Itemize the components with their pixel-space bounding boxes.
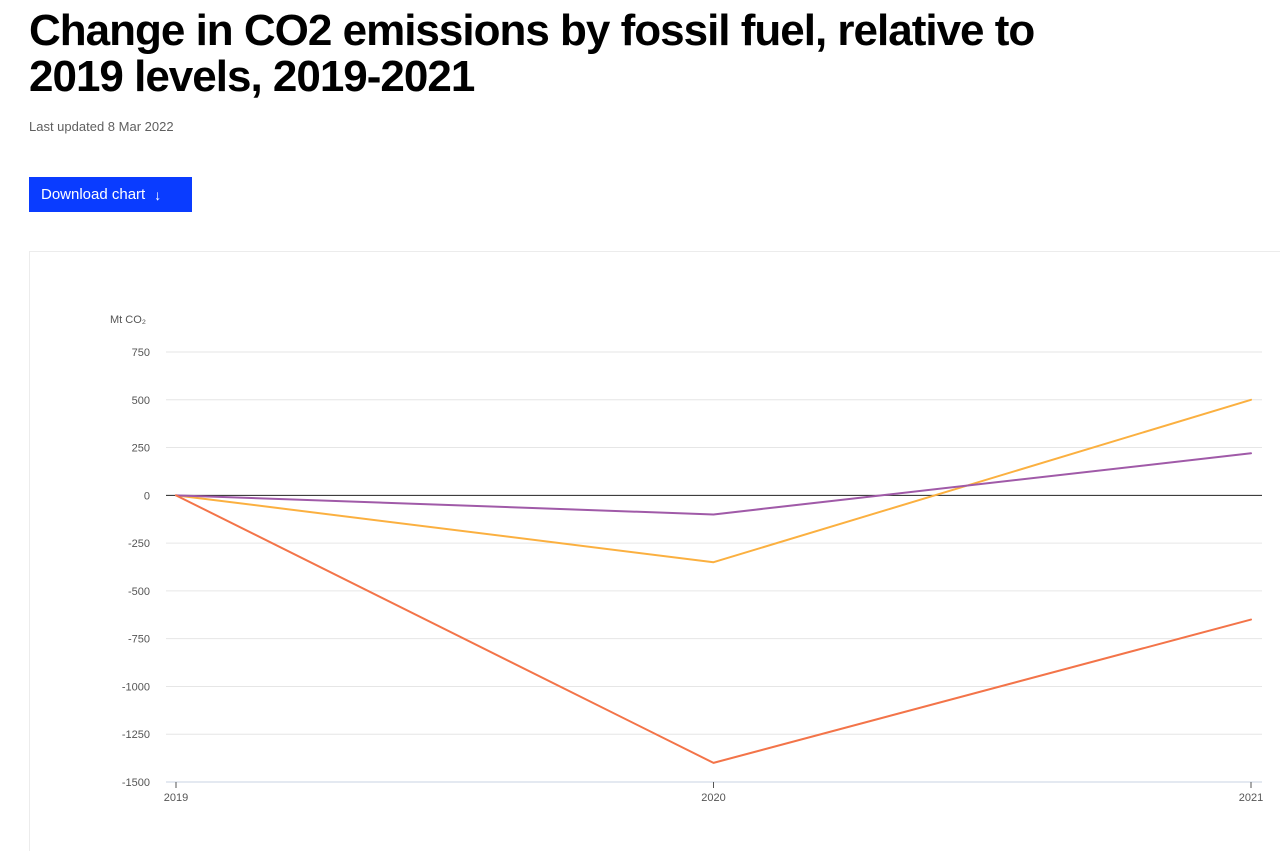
x-tick-label: 2020 [701, 792, 725, 804]
line-chart: Mt CO₂ 750 500 250 0 -250 -500 -750 -1000 -1250 -… [110, 314, 1263, 804]
y-tick-label: -750 [128, 634, 150, 646]
y-tick-label: -1000 [122, 681, 150, 693]
download-chart-button[interactable]: Download chart ↓ [29, 177, 192, 212]
y-tick-label: 0 [144, 490, 150, 502]
series-line-3 [175, 494, 1252, 764]
grid [166, 351, 1262, 783]
y-tick-label: -250 [128, 538, 150, 550]
y-tick-label: 750 [132, 347, 150, 359]
y-axis-unit-label: Mt CO₂ [110, 314, 146, 326]
page-title: Change in CO2 emissions by fossil fuel, … [29, 6, 1035, 101]
last-updated: Last updated 8 Mar 2022 [29, 119, 174, 134]
series-line-1 [175, 398, 1252, 564]
series [175, 398, 1252, 764]
arrow-down-icon: ↓ [154, 186, 162, 203]
y-tick-label: -500 [128, 586, 150, 598]
y-tick-label: 250 [132, 443, 150, 455]
x-tick-label: 2019 [164, 792, 188, 804]
y-tick-label: -1500 [122, 777, 150, 789]
x-tick-label: 2021 [1239, 792, 1263, 804]
y-tick-label: 500 [132, 395, 150, 407]
download-label: Download chart [41, 186, 146, 203]
series-line-2 [175, 452, 1252, 516]
axes: Mt CO₂ 750 500 250 0 -250 -500 -750 -1000 -1250 -… [110, 314, 1263, 804]
y-tick-label: -1250 [122, 729, 150, 741]
chart-panel: Mt CO₂ 750 500 250 0 -250 -500 -750 -1000 -1250 -… [29, 251, 1280, 851]
